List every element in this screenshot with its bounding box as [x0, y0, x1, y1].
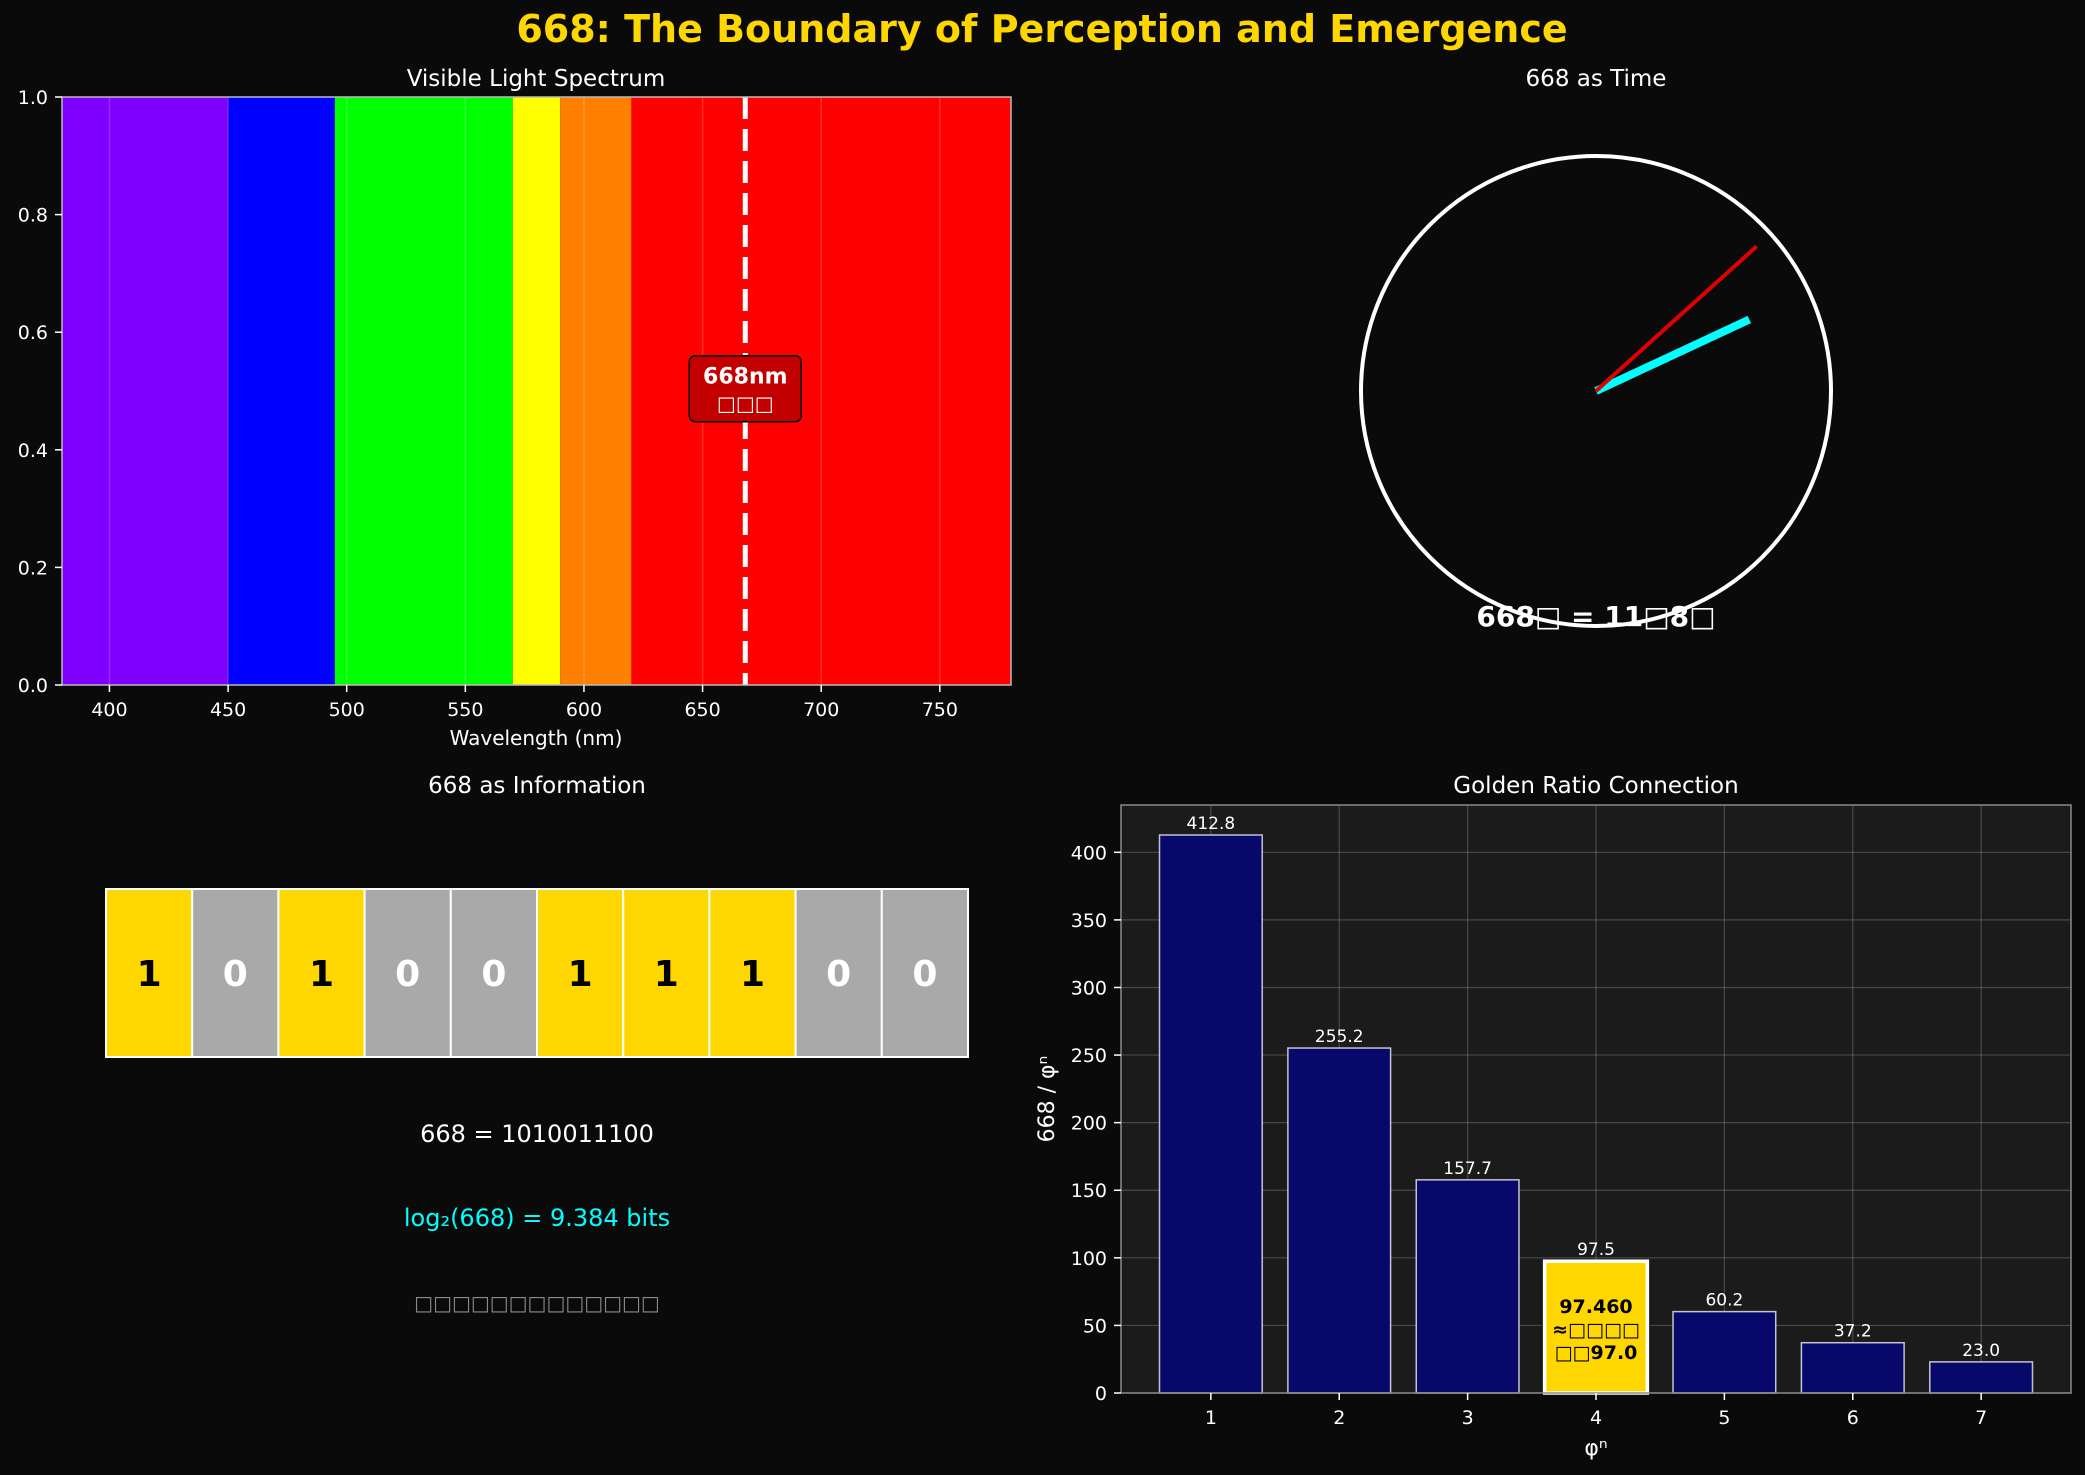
spectrum-band-4: [560, 97, 632, 685]
bit-cell-1: [191, 888, 280, 1058]
spectrum-y-tick-label: 0.6: [18, 322, 48, 344]
spectrum-x-tick-label: 400: [91, 699, 127, 721]
binary-panel: 668 as Information 1 0 1 0 0 1 1 1 0 0 668 = 1010…: [105, 773, 969, 1315]
bit-cell-3: [363, 888, 452, 1058]
golden-highlight-text-line: □□97.0: [1555, 1342, 1638, 1364]
golden-highlight-text-line: ≈□□□□: [1552, 1319, 1640, 1341]
spectrum-x-tick-label: 550: [447, 699, 483, 721]
binary-representation-text: 668 = 1010011100: [420, 1120, 654, 1148]
bit-value-3: 0: [395, 954, 420, 995]
spectrum-y-tick-label: 0.8: [18, 205, 48, 227]
spectrum-x-tick-label: 600: [566, 699, 602, 721]
golden-x-axis-label: φⁿ: [1584, 1436, 1607, 1461]
bit-value-2: 1: [309, 954, 334, 995]
golden-bar-5: [1672, 1310, 1777, 1394]
golden-bar-value-label: 23.0: [1962, 1341, 2000, 1361]
golden-y-tick-label: 300: [1071, 977, 1107, 999]
golden-y-tick-label: 250: [1071, 1045, 1107, 1067]
golden-y-tick-label: 100: [1071, 1248, 1107, 1270]
spectrum-panel: Visible Light Spectrum 668nm□□□ 400 450 50…: [18, 66, 1012, 750]
golden-x-tick-label: 7: [1975, 1407, 1987, 1429]
spectrum-band-1: [228, 97, 335, 685]
golden-bar-value-label: 412.8: [1187, 814, 1236, 834]
golden-title: Golden Ratio Connection: [1453, 773, 1738, 799]
spectrum-y-tick-label: 1.0: [18, 87, 48, 109]
spectrum-x-tick-label: 450: [210, 699, 246, 721]
bit-value-7: 1: [740, 954, 765, 995]
bit-value-4: 0: [481, 954, 506, 995]
golden-highlight-text-line: 97.460: [1559, 1296, 1632, 1318]
golden-bar-6: [1800, 1341, 1905, 1394]
spectrum-x-tick-label: 650: [684, 699, 720, 721]
spectrum-title: Visible Light Spectrum: [407, 66, 666, 92]
clock-minute-hand: [1594, 244, 1759, 393]
bit-cell-9: [880, 888, 969, 1058]
spectrum-y-tick-label: 0.4: [18, 440, 48, 462]
bit-cell-0: [105, 888, 194, 1058]
spectrum-marker-label: 668nm: [703, 365, 788, 390]
golden-y-axis-label: 668 / φⁿ: [1035, 1056, 1060, 1143]
bit-value-8: 0: [826, 954, 851, 995]
golden-bar-3: [1415, 1179, 1520, 1394]
clock-face: [1359, 154, 1833, 628]
spectrum-band-3: [512, 97, 561, 685]
spectrum-band-2: [334, 97, 513, 685]
bit-cell-5: [536, 888, 625, 1058]
figure-suptitle: 668: The Boundary of Perception and Emer…: [516, 7, 1567, 51]
bit-value-9: 0: [912, 954, 937, 995]
binary-note-text: □□□□□□□□□□□□□: [414, 1291, 660, 1315]
clock-title: 668 as Time: [1526, 66, 1667, 92]
golden-bar-4: [1542, 1259, 1650, 1395]
golden-y-tick-label: 350: [1071, 910, 1107, 932]
golden-bar-value-label: 37.2: [1834, 1322, 1872, 1342]
golden-y-tick-label: 0: [1095, 1383, 1107, 1405]
spectrum-x-tick-label: 500: [329, 699, 365, 721]
golden-x-tick-label: 4: [1590, 1407, 1602, 1429]
clock-caption: 668□ = 11□8□: [1476, 600, 1715, 633]
bit-cell-8: [794, 888, 883, 1058]
spectrum-marker-label-box: [688, 354, 803, 423]
bit-value-5: 1: [568, 954, 593, 995]
log2-bits-text: log₂(668) = 9.384 bits: [404, 1204, 670, 1232]
bit-cell-4: [449, 888, 538, 1058]
golden-bar-7: [1929, 1361, 2034, 1394]
clock-hour-hand: [1594, 315, 1752, 395]
bit-value-0: 1: [137, 954, 162, 995]
clock-panel: 668 as Time 668□ = 11□8□: [1359, 66, 1833, 633]
bit-value-1: 0: [223, 954, 248, 995]
golden-x-tick-label: 5: [1718, 1407, 1730, 1429]
spectrum-plot-frame: [61, 96, 1012, 686]
binary-title: 668 as Information: [428, 773, 646, 799]
golden-bar-value-label: 97.5: [1577, 1240, 1615, 1260]
golden-panel: Golden Ratio Connection 412.8 255.2 157.7 9…: [1035, 773, 2072, 1461]
spectrum-y-tick-label: 0.2: [18, 557, 48, 579]
golden-y-tick-label: 200: [1071, 1113, 1107, 1135]
golden-bar-value-label: 255.2: [1315, 1027, 1364, 1047]
golden-bar-value-label: 60.2: [1705, 1291, 1743, 1311]
golden-x-tick-label: 6: [1847, 1407, 1859, 1429]
spectrum-x-axis-label: Wavelength (nm): [450, 726, 623, 750]
spectrum-marker-sublabel: □□□: [717, 392, 774, 416]
golden-x-tick-label: 3: [1462, 1407, 1474, 1429]
bit-cell-6: [622, 888, 711, 1058]
golden-y-tick-label: 150: [1071, 1180, 1107, 1202]
golden-x-tick-label: 2: [1333, 1407, 1345, 1429]
golden-bar-2: [1287, 1047, 1392, 1394]
golden-bar-1: [1158, 834, 1263, 1394]
golden-x-tick-label: 1: [1205, 1407, 1217, 1429]
bit-cell-2: [277, 888, 366, 1058]
golden-bar-value-label: 157.7: [1443, 1159, 1492, 1179]
spectrum-band-0: [62, 97, 229, 685]
spectrum-x-tick-label: 750: [922, 699, 958, 721]
bit-value-6: 1: [654, 954, 679, 995]
golden-y-tick-label: 400: [1071, 842, 1107, 864]
golden-y-tick-label: 50: [1083, 1315, 1107, 1337]
spectrum-y-tick-label: 0.0: [18, 675, 48, 697]
spectrum-x-tick-label: 700: [803, 699, 839, 721]
